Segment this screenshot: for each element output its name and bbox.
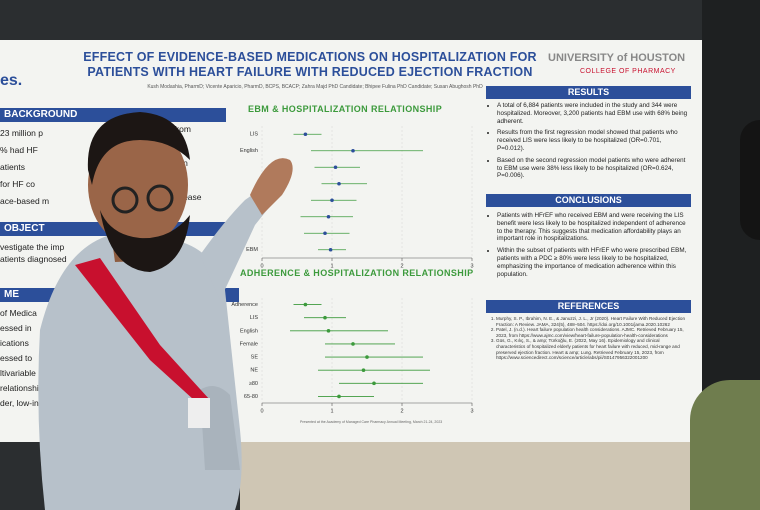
x-tick-label: 2 [400, 263, 403, 269]
bullet-item: Murphy, S. P., Ibrahim, N. E., & Januzzi… [496, 316, 688, 327]
bullet-item: Results from the first regression model … [497, 129, 688, 152]
bullet-item: Patients with HFrEF who received EBM and… [497, 212, 688, 243]
row-label: ≥80 [249, 381, 258, 387]
text-fragment: % had HF [0, 145, 38, 155]
text-fragment: vestigate the imp [0, 242, 65, 252]
badge [188, 398, 210, 428]
x-tick-label: 0 [260, 263, 263, 269]
row-label: LIS [250, 132, 259, 138]
plot-title: ADHERENCE & HOSPITALIZATION RELATIONSHIP [240, 268, 474, 278]
text-fragment: for HF co [0, 179, 35, 189]
text-fragment: atients [0, 162, 26, 172]
logo-fragment: es. [0, 72, 23, 89]
text-fragment: of Medica [0, 308, 37, 318]
bullet-item: Güs, G., Kılıç, S., & amp; Türkoğlu, E. … [496, 338, 688, 360]
odds-ratio-point [351, 342, 355, 346]
section-heading: REFERENCES [486, 300, 691, 313]
title-line: PATIENTS WITH HEART FAILURE WITH REDUCED… [87, 65, 533, 79]
odds-ratio-point [323, 231, 327, 236]
text-fragment: 23 million p [0, 128, 43, 138]
row-label: English [240, 328, 258, 334]
text-fragment: essed to [0, 353, 33, 363]
row-label: 65-80 [244, 394, 258, 400]
x-tick-label: 0 [260, 408, 263, 414]
bullet-item: Patel, J. (n.d.). Heart failure populati… [496, 327, 688, 338]
x-tick-label: 2 [400, 408, 403, 414]
odds-ratio-point [351, 148, 355, 153]
plot-title: EBM & HOSPITALIZATION RELATIONSHIP [248, 104, 443, 114]
odds-ratio-point [303, 132, 308, 137]
hand [250, 158, 293, 215]
odds-ratio-point [303, 302, 308, 307]
x-tick-label: 3 [470, 263, 473, 269]
row-label: EBM [246, 247, 258, 253]
row-label: Adherence [231, 302, 258, 308]
odds-ratio-point [330, 198, 334, 203]
shirt [38, 235, 242, 510]
visitor-head [740, 120, 760, 240]
references-text: Murphy, S. P., Ibrahim, N. E., & Januzzi… [488, 316, 688, 361]
title-line: EFFECT OF EVIDENCE-BASED MEDICATIONS ON … [83, 50, 537, 64]
odds-ratio-point [326, 329, 331, 333]
beard [100, 210, 190, 272]
text-fragment: essed in [0, 323, 32, 333]
university: UNIVERSITY of HOUSTON [548, 52, 686, 64]
presenter [38, 112, 293, 510]
visitor-shoulder [690, 380, 760, 510]
text-fragment: ace-based m [0, 196, 50, 206]
section-heading: BACKGROUND [0, 108, 226, 122]
bullet-list: Murphy, S. P., Ibrahim, N. E., & Januzzi… [488, 316, 688, 361]
glasses [146, 184, 174, 212]
text-fragment: atients diagnosed [0, 254, 67, 264]
bullet-item: Based on the second regression model pat… [497, 157, 688, 180]
odds-ratio-point [337, 181, 341, 186]
bullet-item: Within the subset of patients with HFrEF… [497, 247, 688, 278]
conclusions-text: Patients with HFrEF who received EBM and… [488, 212, 688, 282]
odds-ratio-point [372, 381, 376, 386]
row-label: English [240, 148, 258, 154]
glasses [111, 186, 139, 214]
row-label: SE [251, 355, 259, 361]
text-fragment: ications [0, 338, 29, 348]
section-heading: RESULTS [486, 86, 691, 99]
raised-arm [200, 188, 275, 300]
bullet-list: A total of 6,884 patients were included … [488, 102, 688, 180]
odds-ratio-point [365, 355, 369, 359]
odds-ratio-point [328, 247, 333, 252]
text-fragment: relationship o [0, 383, 51, 393]
section-heading: CONCLUSIONS [486, 194, 691, 207]
poster-title: EFFECT OF EVIDENCE-BASED MEDICATIONS ON … [70, 50, 550, 80]
odds-ratio-point [361, 368, 366, 372]
bullet-item: A total of 6,884 patients were included … [497, 102, 688, 125]
text-fragment: ltivariable [0, 368, 36, 378]
text-fragment: der, low-income s [0, 398, 67, 408]
x-tick-label: 1 [330, 408, 333, 414]
odds-ratio-point [333, 165, 338, 170]
footer: Presented at the Academy of Managed Care… [300, 420, 443, 424]
hair [87, 112, 190, 185]
odds-ratio-point [326, 214, 331, 219]
row-label: NE [250, 368, 258, 374]
lanyard [75, 258, 210, 410]
row-label: LIS [250, 315, 259, 321]
x-tick-label: 3 [470, 408, 473, 414]
forest-plot: 0 1 2 3 Adherence LIS English Female SE NE ≥80 65-8… [231, 298, 474, 414]
face [88, 123, 188, 247]
odds-ratio-point [337, 394, 341, 399]
row-label: Female [240, 341, 258, 347]
authors: Kush Modashia, PharmD; Vicente Aparicio,… [147, 84, 483, 90]
floor [240, 440, 760, 510]
bullet-list: Patients with HFrEF who received EBM and… [488, 212, 688, 278]
college: COLLEGE OF PHARMACY [580, 68, 676, 75]
odds-ratio-point [323, 315, 327, 320]
x-tick-label: 1 [330, 263, 333, 269]
forest-plot: 0 1 2 3 LIS English EBM [240, 126, 474, 269]
results-text: A total of 6,884 patients were included … [488, 102, 688, 184]
